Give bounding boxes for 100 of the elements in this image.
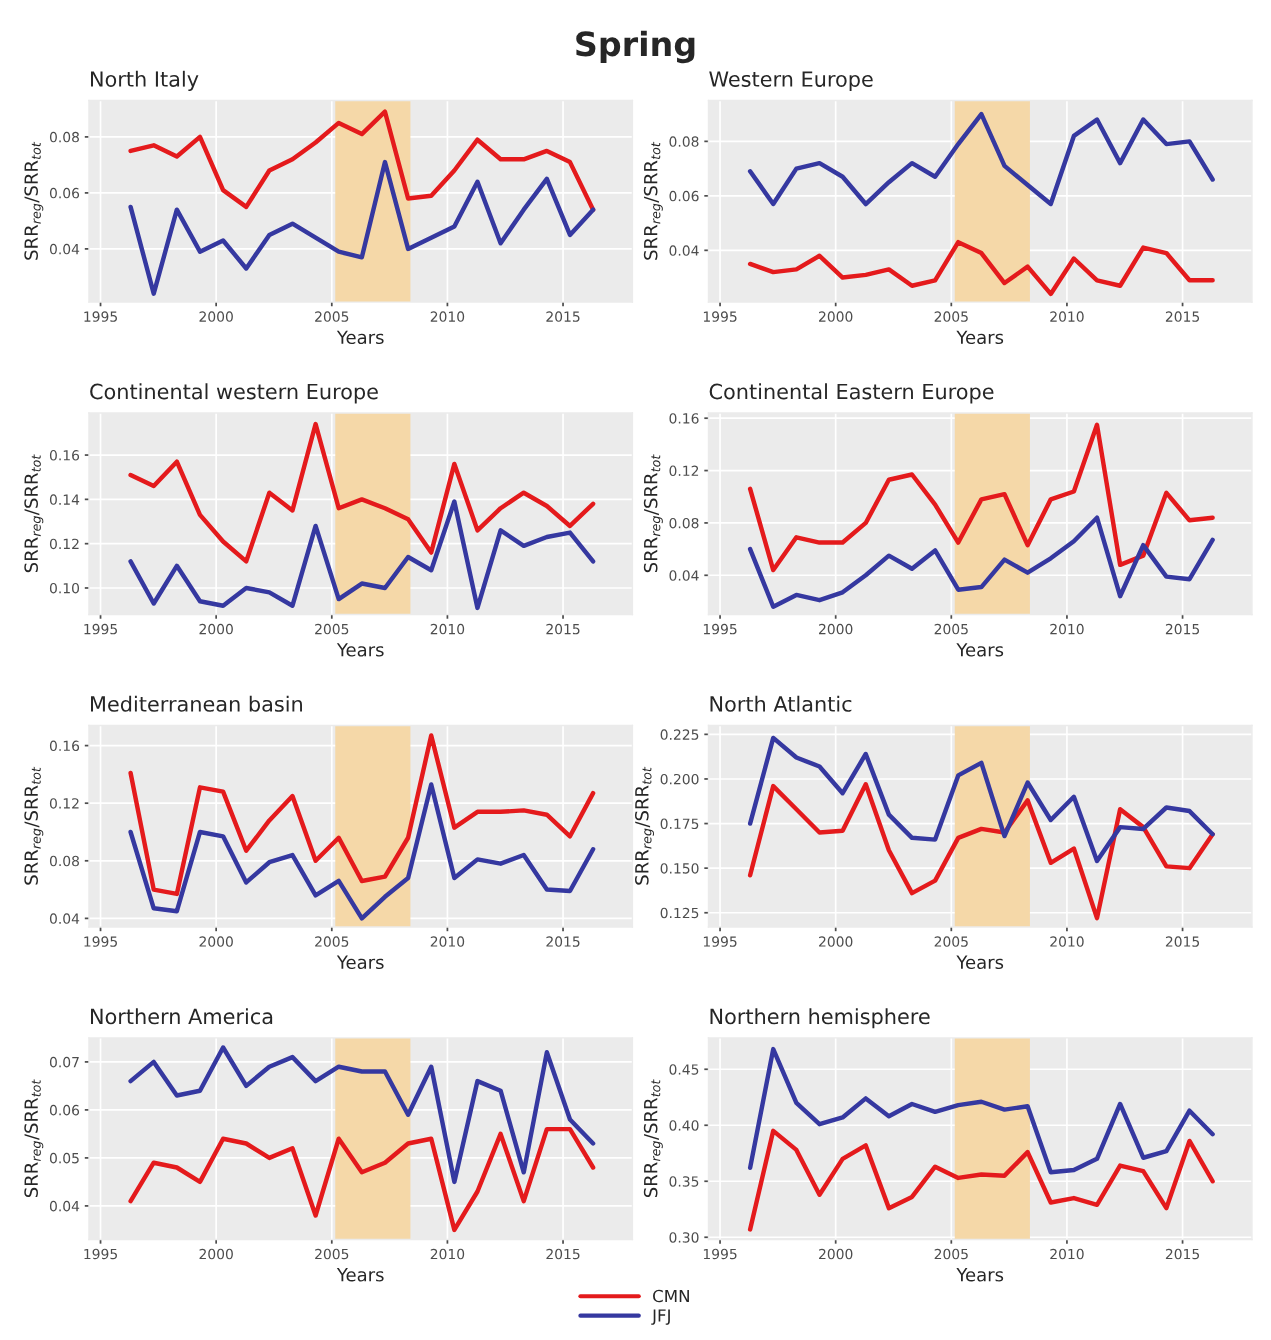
y-tick-label: 0.14 [49, 494, 80, 505]
x-tick-label: 2005 [315, 936, 349, 947]
x-tick-label: 2005 [315, 1248, 349, 1260]
x-axis-title: Years [956, 955, 1004, 970]
x-tick-label: 2000 [199, 1248, 233, 1260]
line-series [128, 782, 596, 921]
line-series [747, 1128, 1215, 1232]
y-tick-label: 0.08 [669, 136, 699, 147]
y-tick-label: 0.12 [49, 798, 79, 809]
x-tick-label: 2010 [1050, 311, 1084, 322]
x-tick-label: 2010 [1050, 1248, 1084, 1260]
chart-title: Western Europe [709, 71, 873, 91]
y-axis-title: SRR$_{reg}$/SRR$_{tot}$ [635, 766, 654, 885]
y-axis-title: SRR$_{reg}$/SRR$_{tot}$ [643, 454, 663, 573]
x-tick-label: 1995 [84, 936, 117, 947]
y-axis-title: SRR$_{reg}$/SRR$_{tot}$ [24, 454, 44, 573]
x-tick-label: 2000 [819, 1248, 853, 1260]
y-tick-label: 0.40 [669, 1120, 699, 1131]
x-axis-title: Years [956, 643, 1004, 657]
x-tick-label: 2015 [1165, 1248, 1200, 1260]
x-tick-label: 2005 [934, 936, 968, 947]
y-tick-label: 0.16 [669, 413, 699, 424]
x-axis-title: Years [336, 330, 384, 345]
y-tick-label: 0.45 [669, 1064, 699, 1075]
y-tick-label: 0.175 [660, 818, 699, 830]
line-series [128, 499, 596, 611]
y-tick-label: 0.225 [660, 729, 699, 740]
y-tick-label: 0.08 [49, 855, 79, 867]
x-tick-label: 2015 [546, 936, 580, 947]
x-tick-label: 2010 [430, 936, 465, 947]
line-series [128, 109, 596, 212]
x-axis-title: Years [956, 330, 1004, 345]
text: Spring [576, 30, 695, 64]
chart-title: Northern hemisphere [710, 1008, 930, 1029]
x-tick-label: 1995 [84, 1248, 117, 1260]
line-series [747, 515, 1215, 609]
x-tick-label: 2010 [430, 1248, 465, 1260]
x-tick-label: 2015 [1165, 311, 1200, 322]
line-series [128, 421, 596, 564]
x-axis-title: Years [956, 1268, 1004, 1282]
x-tick-label: 2010 [430, 311, 465, 322]
x-tick-label: 2015 [546, 311, 580, 322]
y-tick-label: 0.04 [669, 245, 699, 256]
line-series [128, 733, 596, 897]
y-axis-title: SRR$_{reg}$/SRR$_{tot}$ [24, 766, 44, 885]
y-tick-label: 0.125 [660, 907, 699, 919]
line-series [747, 782, 1215, 921]
x-tick-label: 2015 [1165, 936, 1200, 947]
y-tick-label: 0.06 [49, 1104, 80, 1116]
x-tick-label: 2005 [315, 311, 349, 322]
line-series [747, 239, 1215, 297]
x-tick-label: 2000 [819, 936, 853, 947]
y-axis-title: SRR$_{reg}$/SRR$_{tot}$ [643, 141, 663, 260]
y-tick-label: 0.08 [669, 517, 699, 529]
x-tick-label: 1995 [84, 311, 117, 322]
x-tick-label: 2015 [1165, 623, 1200, 635]
line-series [747, 1046, 1215, 1175]
x-tick-label: 2015 [546, 623, 580, 635]
x-tick-label: 2010 [1050, 623, 1084, 635]
x-tick-label: 2005 [934, 311, 968, 322]
y-axis-title: SRR$_{reg}$/SRR$_{tot}$ [24, 141, 44, 260]
y-tick-label: 0.30 [669, 1232, 699, 1243]
y-axis-title: SRR$_{reg}$/SRR$_{tot}$ [643, 1079, 663, 1198]
y-tick-label: 0.200 [660, 773, 699, 785]
x-tick-label: 1995 [703, 623, 737, 635]
legend-label: JFJ [651, 1309, 670, 1325]
y-tick-label: 0.06 [669, 190, 699, 202]
x-tick-label: 2015 [546, 1248, 580, 1260]
chart-title: North Atlantic [710, 695, 852, 712]
x-tick-label: 1995 [703, 1248, 737, 1260]
y-tick-label: 0.07 [49, 1056, 79, 1068]
chart-title: Northern America [91, 1008, 273, 1025]
y-tick-label: 0.04 [49, 243, 80, 255]
x-tick-label: 1995 [84, 623, 117, 635]
x-tick-label: 2010 [430, 623, 465, 635]
line-series [128, 1045, 596, 1185]
chart-title: Mediterranean basin [91, 695, 302, 712]
y-tick-label: 0.12 [49, 538, 79, 550]
x-tick-label: 2000 [199, 623, 233, 635]
x-tick-label: 2000 [199, 936, 233, 947]
x-axis-title: Years [336, 955, 384, 970]
line-series [747, 111, 1215, 207]
y-tick-label: 0.16 [49, 740, 80, 752]
x-tick-label: 2005 [315, 623, 349, 635]
y-tick-label: 0.08 [49, 131, 79, 143]
y-tick-label: 0.06 [49, 187, 80, 199]
y-tick-label: 0.04 [49, 1200, 80, 1212]
x-axis-title: Years [336, 1268, 384, 1282]
x-axis-title: Years [336, 643, 384, 657]
line-series [747, 422, 1215, 573]
x-tick-label: 2000 [819, 623, 853, 635]
chart-title: Continental western Europe [90, 383, 378, 404]
x-tick-label: 1995 [703, 936, 737, 947]
chart-title: Continental Eastern Europe [709, 383, 994, 404]
x-tick-label: 2005 [934, 623, 968, 635]
x-tick-label: 2005 [934, 1248, 968, 1260]
chart-title: North Italy [91, 70, 199, 91]
x-tick-label: 1995 [703, 311, 737, 322]
x-tick-label: 2010 [1050, 936, 1084, 947]
x-tick-label: 2000 [819, 311, 853, 322]
